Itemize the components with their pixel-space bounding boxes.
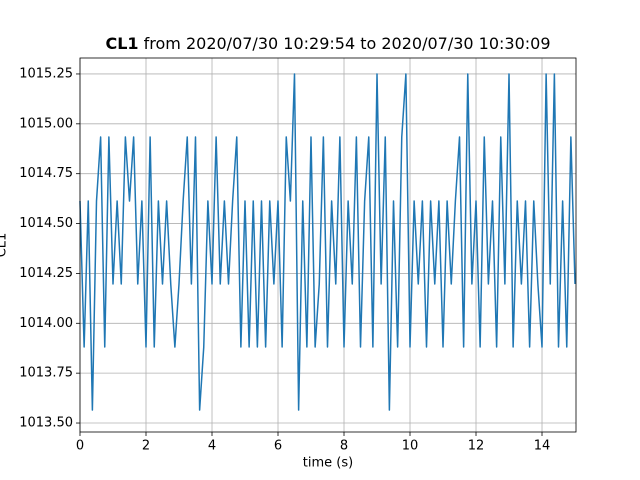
title-rest: from 2020/07/30 10:29:54 to 2020/07/30 1…: [144, 34, 551, 53]
y-axis-label: CL1: [0, 233, 10, 258]
x-tick-label: 14: [534, 439, 551, 454]
chart-title: CL1 from 2020/07/30 10:29:54 to 2020/07/…: [105, 34, 550, 53]
y-tick-label: 1014.75: [19, 166, 73, 181]
x-tick-label: 8: [340, 439, 348, 454]
x-tick-label: 4: [208, 439, 216, 454]
title-name: CL1: [105, 34, 138, 53]
y-tick-label: 1013.75: [19, 366, 73, 381]
x-tick-label: 12: [468, 439, 485, 454]
plot-frame: [79, 57, 577, 433]
x-tick-label: 0: [76, 439, 84, 454]
y-tick-label: 1014.00: [19, 316, 73, 331]
y-tick-label: 1015.25: [19, 66, 73, 81]
x-axis-label: time (s): [303, 456, 353, 471]
y-tick-label: 1015.00: [19, 116, 73, 131]
y-tick-label: 1014.50: [19, 216, 73, 231]
y-tick-label: 1013.50: [19, 416, 73, 431]
x-tick-label: 6: [274, 439, 282, 454]
data-line: [79, 73, 576, 411]
x-tick-label: 2: [142, 439, 150, 454]
x-tick-label: 10: [402, 439, 419, 454]
y-tick-label: 1014.25: [19, 266, 73, 281]
